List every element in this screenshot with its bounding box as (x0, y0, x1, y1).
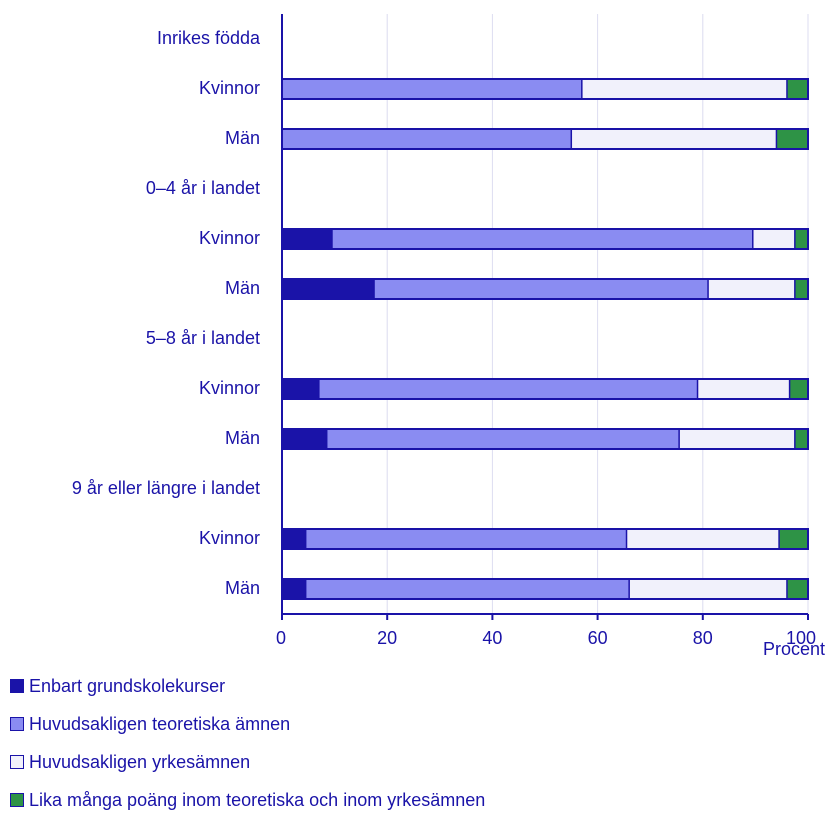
bar-segment (794, 229, 808, 249)
row-label: Män (225, 428, 260, 448)
group-label: 9 år eller längre i landet (72, 478, 260, 498)
axes (281, 14, 809, 620)
bar-segment (571, 129, 777, 149)
legend-label: Lika många poäng inom teoretiska och ino… (29, 789, 486, 810)
bar-segment (282, 279, 375, 299)
group-label: 0–4 år i landet (146, 178, 260, 198)
bar-segment (786, 79, 808, 99)
bar-segment (776, 129, 808, 149)
x-tick-label: 20 (377, 628, 397, 648)
bar-segment (282, 429, 327, 449)
row-label: Kvinnor (199, 78, 260, 98)
row-label: Kvinnor (199, 378, 260, 398)
bar-segment (789, 379, 808, 399)
bar-segment (305, 529, 627, 549)
bar-segment (282, 579, 306, 599)
group-label: 5–8 år i landet (146, 328, 260, 348)
legend-swatch (10, 717, 24, 731)
bar-segment (752, 229, 795, 249)
bar-segment (374, 279, 709, 299)
x-tick-label: 40 (482, 628, 502, 648)
legend-swatch (10, 679, 24, 693)
bar-segment (282, 229, 332, 249)
grid-lines (386, 14, 809, 614)
bar-segment (794, 429, 808, 449)
bar-segment (282, 129, 572, 149)
bar-segment (626, 529, 780, 549)
x-tick-label: 60 (588, 628, 608, 648)
category-labels: Inrikes födda Kvinnor Män 0–4 år i landet Kv… (72, 28, 261, 598)
bar-segment (331, 229, 753, 249)
legend-swatch (10, 755, 24, 769)
row-label: Män (225, 578, 260, 598)
x-tick-labels: 0 20 40 60 80 100 (276, 628, 816, 648)
row-label: Män (225, 278, 260, 298)
bar-segment (779, 529, 808, 549)
legend-label: Huvudsakligen yrkesämnen (29, 751, 251, 772)
bar-segment (679, 429, 795, 449)
legend-swatch (10, 793, 24, 807)
legend-item: Enbart grundskolekurser (10, 674, 225, 698)
x-axis-label: Procent (763, 639, 825, 659)
bar-segment (305, 579, 630, 599)
bar-segment (282, 529, 306, 549)
legend-label: Enbart grundskolekurser (29, 675, 226, 696)
bar-segment (786, 579, 808, 599)
row-label: Män (225, 128, 260, 148)
bar-segment (282, 379, 319, 399)
group-label: Inrikes födda (157, 28, 261, 48)
bar-segment (794, 279, 808, 299)
bar-segment (326, 429, 680, 449)
bar-segment (629, 579, 787, 599)
bar-segment (318, 379, 698, 399)
x-tick-label: 100 (786, 628, 816, 648)
legend-label: Huvudsakligen teoretiska ämnen (29, 713, 291, 734)
row-label: Kvinnor (199, 228, 260, 248)
bar-segment (581, 79, 787, 99)
bar-segment (282, 79, 582, 99)
bar-segment (697, 379, 790, 399)
legend-item: Huvudsakligen yrkesämnen (10, 750, 250, 774)
legend-item: Lika många poäng inom teoretiska och ino… (10, 788, 485, 812)
row-label: Kvinnor (199, 528, 260, 548)
legend-item: Huvudsakligen teoretiska ämnen (10, 712, 290, 736)
bars (281, 78, 809, 600)
x-tick-label: 80 (693, 628, 713, 648)
bar-segment (708, 279, 795, 299)
x-tick-label: 0 (276, 628, 286, 648)
